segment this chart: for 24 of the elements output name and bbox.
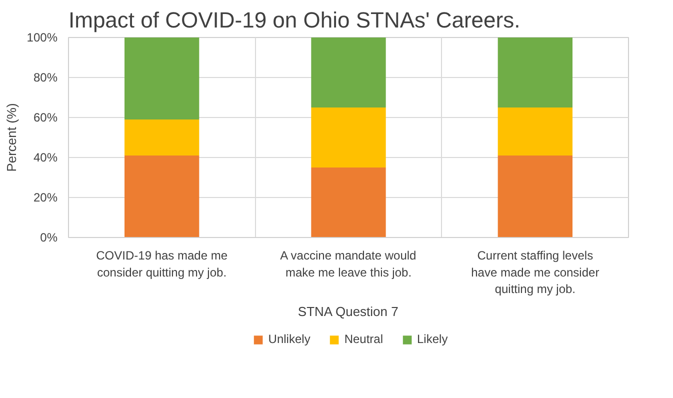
y-axis-title: Percent (%) — [4, 103, 19, 172]
bar — [498, 38, 572, 108]
bar — [498, 156, 572, 238]
x-axis-title: STNA Question 7 — [298, 304, 398, 320]
bar — [311, 38, 386, 108]
bar — [124, 120, 200, 156]
y-tick-label: 40% — [33, 150, 58, 164]
x-tick-label: A vaccine mandate would make me leave this job. — [280, 248, 416, 280]
bar — [311, 108, 386, 168]
bar — [498, 108, 572, 156]
bar — [124, 38, 200, 120]
bar — [124, 156, 200, 238]
chart-title: Impact of COVID-19 on Ohio STNAs' Careers. — [68, 8, 520, 32]
y-tick-label: 0% — [40, 230, 58, 244]
y-tick-label: 20% — [33, 190, 58, 204]
y-tick-label: 80% — [33, 70, 58, 84]
legend-label: Likely — [417, 332, 448, 346]
x-tick-label: COVID-19 has made me consider quitting my job. — [96, 248, 228, 280]
y-tick-label: 100% — [26, 30, 58, 44]
bar — [311, 168, 386, 238]
y-tick-label: 60% — [33, 110, 58, 124]
x-tick-label: Current staffing levels have made me consider quitting my job. — [471, 248, 600, 296]
legend-label: Unlikely — [268, 332, 310, 346]
legend-label: Neutral — [344, 332, 384, 346]
